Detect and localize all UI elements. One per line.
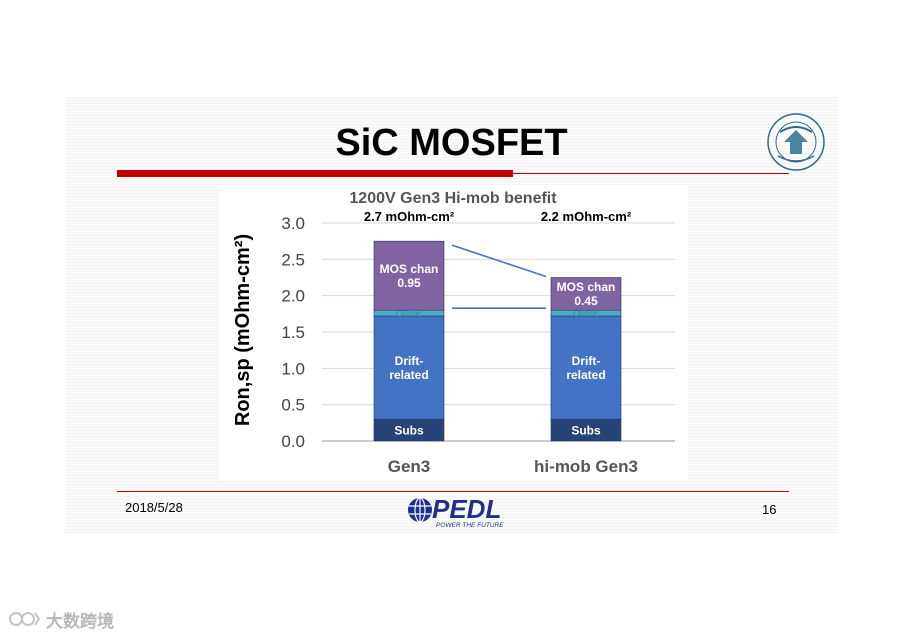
segment-label: Drift- [572,354,601,368]
y-tick-label: 2.5 [281,250,305,269]
segment-label: MOS chan [380,262,439,276]
segment-label: related [389,368,428,382]
pedl-tagline-text: POWER THE FUTURE [436,522,504,529]
page-number: 16 [762,502,777,517]
university-seal-icon [767,113,825,171]
x-category-label: hi-mob Gen3 [534,457,638,476]
watermark: 大数跨境 [8,608,114,632]
y-axis-label: Ron,sp (mOhm-cm²) [232,234,254,426]
pedl-logo: PEDL POWER THE FUTURE [408,494,504,529]
segment-label: Subs [394,423,424,437]
bar-segment [373,315,445,420]
chart-title: 1200V Gen3 Hi-mob benefit [349,190,557,207]
title-rule [117,170,789,177]
y-tick-label: 3.0 [281,214,305,233]
connector-line [451,244,547,278]
segment-label: related [566,368,605,382]
y-tick-label: 2.0 [281,287,305,306]
segment-label: 0.45 [574,294,598,308]
title-rule-line [513,173,789,174]
stacked-bar-chart: 1200V Gen3 Hi-mob benefit 2.7 mOhm-cm² 2.… [232,190,675,476]
y-tick-label: 0.0 [281,432,305,451]
segment-label: Subs [571,423,601,437]
bar-total-label: 2.2 mOhm-cm² [541,209,632,224]
segment-label: Ohmic [396,308,423,318]
footer-date: 2018/5/28 [125,500,183,515]
y-tick-label: 1.5 [281,323,305,342]
title-rule-bar [117,170,513,177]
watermark-text: 大数跨境 [46,611,114,632]
bar-segment [373,240,445,311]
footer-rule [117,491,789,492]
segment-label: MOS chan [557,280,616,294]
segment-label: 0.95 [397,276,421,290]
globe-icon [408,497,432,523]
bar-segment [550,315,622,420]
y-tick-label: 1.0 [281,359,305,378]
bar-total-label: 2.7 mOhm-cm² [364,209,455,224]
slide-title: SiC MOSFET [335,122,568,164]
bar-segment [550,277,622,311]
watermark-logo-icon [9,612,41,626]
segment-label: Drift- [395,354,424,368]
y-tick-label: 0.5 [281,396,305,415]
x-category-label: Gen3 [388,457,431,476]
segment-label: Ohmic [573,308,600,318]
pedl-brand-text: PEDL [432,494,501,524]
